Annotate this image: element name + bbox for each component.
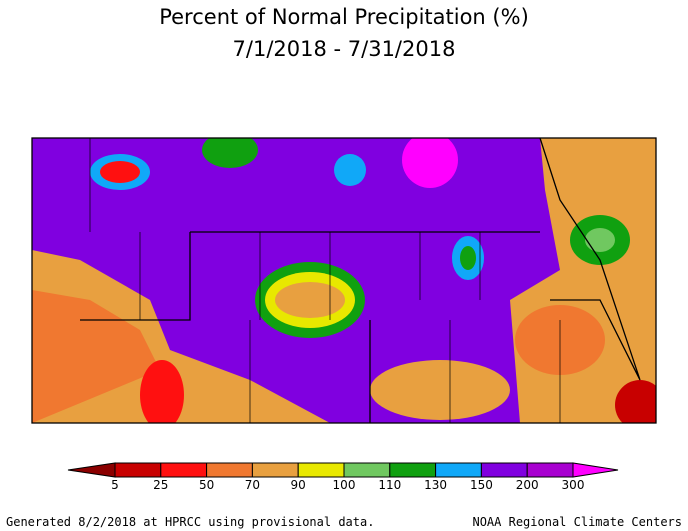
title: Percent of Normal Precipitation (%) — [159, 5, 529, 29]
legend-arrow — [67, 462, 116, 478]
map — [31, 137, 657, 424]
footer-right: NOAA Regional Climate Centers — [472, 515, 682, 529]
legend-label: 300 — [562, 478, 585, 492]
legend-box — [435, 462, 482, 478]
legend-box — [297, 462, 345, 478]
legend-box — [526, 462, 574, 478]
legend-label: 5 — [111, 478, 119, 492]
legend-label: 25 — [153, 478, 168, 492]
legend-arrow — [572, 462, 619, 478]
legend-box — [480, 462, 528, 478]
subtitle: 7/1/2018 - 7/31/2018 — [233, 37, 456, 61]
legend-box — [206, 462, 253, 478]
legend-box — [114, 462, 162, 478]
legend-box — [389, 462, 437, 478]
legend-label: 130 — [424, 478, 447, 492]
legend-box — [251, 462, 299, 478]
legend-label: 100 — [333, 478, 356, 492]
legend-label: 150 — [470, 478, 493, 492]
legend-label: 110 — [378, 478, 401, 492]
legend-box — [160, 462, 208, 478]
legend-label: 200 — [516, 478, 539, 492]
legend-label: 50 — [199, 478, 214, 492]
legend-box — [343, 462, 391, 478]
legend-label: 70 — [245, 478, 260, 492]
legend-label: 90 — [291, 478, 306, 492]
footer-left: Generated 8/2/2018 at HPRCC using provis… — [6, 515, 374, 529]
legend: 5 25 50 70 90 100 110 130 150 200 300 — [67, 462, 619, 492]
